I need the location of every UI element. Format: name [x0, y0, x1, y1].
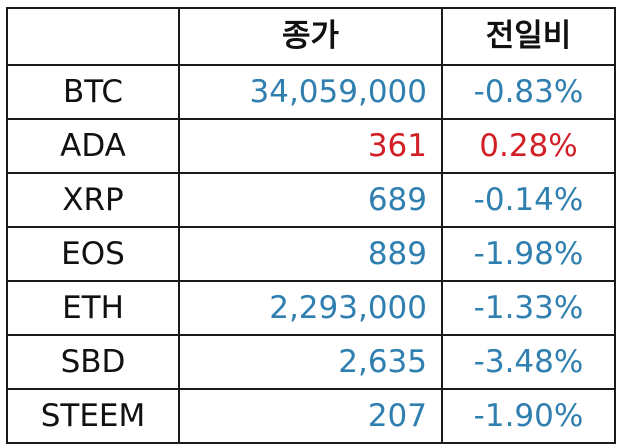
coin-name: SBD [6, 334, 180, 390]
closing-price: 2,293,000 [178, 280, 443, 336]
table-row: SBD 2,635 -3.48% [6, 334, 616, 390]
closing-price: 34,059,000 [178, 64, 443, 120]
table-row: ADA 361 0.28% [6, 118, 616, 174]
daily-change: -0.83% [441, 64, 616, 120]
daily-change: -1.98% [441, 226, 616, 282]
crypto-price-table: 종가 전일비 BTC 34,059,000 -0.83% ADA 361 0.2… [6, 7, 616, 444]
closing-price: 889 [178, 226, 443, 282]
closing-price: 689 [178, 172, 443, 228]
table-row: EOS 889 -1.98% [6, 226, 616, 282]
coin-name: XRP [6, 172, 180, 228]
table-row: XRP 689 -0.14% [6, 172, 616, 228]
closing-price: 2,635 [178, 334, 443, 390]
table-row: ETH 2,293,000 -1.33% [6, 280, 616, 336]
table-row: BTC 34,059,000 -0.83% [6, 64, 616, 120]
coin-name: EOS [6, 226, 180, 282]
daily-change: 0.28% [441, 118, 616, 174]
header-closing-price: 종가 [178, 7, 443, 66]
coin-name: ETH [6, 280, 180, 336]
header-coin [6, 7, 180, 66]
daily-change: -3.48% [441, 334, 616, 390]
coin-name: BTC [6, 64, 180, 120]
coin-name: ADA [6, 118, 180, 174]
table-row: STEEM 207 -1.90% [6, 388, 616, 444]
daily-change: -1.33% [441, 280, 616, 336]
header-daily-change: 전일비 [441, 7, 616, 66]
table-header-row: 종가 전일비 [6, 7, 616, 66]
daily-change: -0.14% [441, 172, 616, 228]
closing-price: 361 [178, 118, 443, 174]
